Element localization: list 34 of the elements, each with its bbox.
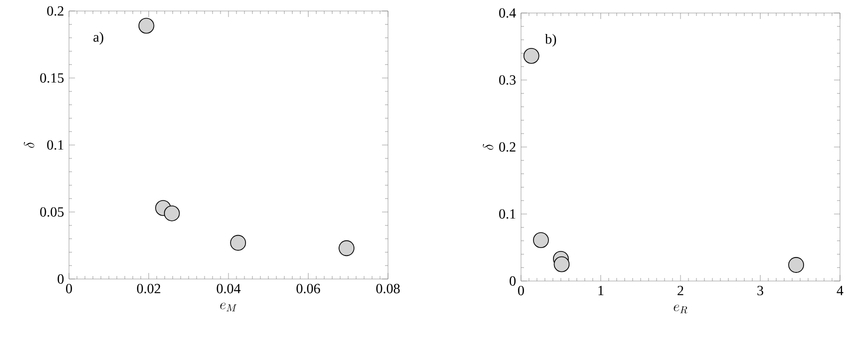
x-tick-label: 0 [66,284,72,294]
y-tick-label: 0.15 [40,73,64,83]
y-tick-label: 0 [510,276,516,286]
x-tick-label: 0.06 [296,284,320,294]
y-tick-label: 0.4 [499,8,516,18]
y-tick-label: 0.1 [499,209,516,219]
x-axis-title: $e_R$ [674,304,688,314]
y-tick-label: 0.05 [40,207,64,217]
annotation: b) [545,34,556,47]
x-tick-label: 3 [757,286,764,296]
y-tick-label: 0.1 [47,140,64,150]
x-tick-label: 0 [518,286,524,296]
y-tick-label: 0.2 [499,142,516,152]
y-tick-label: 0.3 [499,75,516,85]
point [230,234,246,251]
point [164,205,180,222]
y-tick-label: 0 [58,274,64,284]
x-tick-label: 4 [836,286,844,296]
point [338,240,354,256]
point [138,18,154,34]
y-axis-title: $\delta$ [24,142,34,148]
x-tick-label: 0.04 [216,284,241,294]
point [788,257,804,273]
x-tick-label: 2 [678,286,684,296]
x-tick-label: 0.02 [137,284,160,294]
point [523,48,540,64]
x-tick-label: 0.08 [376,284,400,294]
x-tick-label: 1 [598,286,604,296]
point [533,232,549,248]
y-axis-title: $\delta$ [482,144,494,150]
x-axis-title: $e_M$ [220,302,237,312]
y-tick-label: 0.2 [47,6,64,16]
point [554,256,570,272]
annotation: a) [94,32,104,45]
